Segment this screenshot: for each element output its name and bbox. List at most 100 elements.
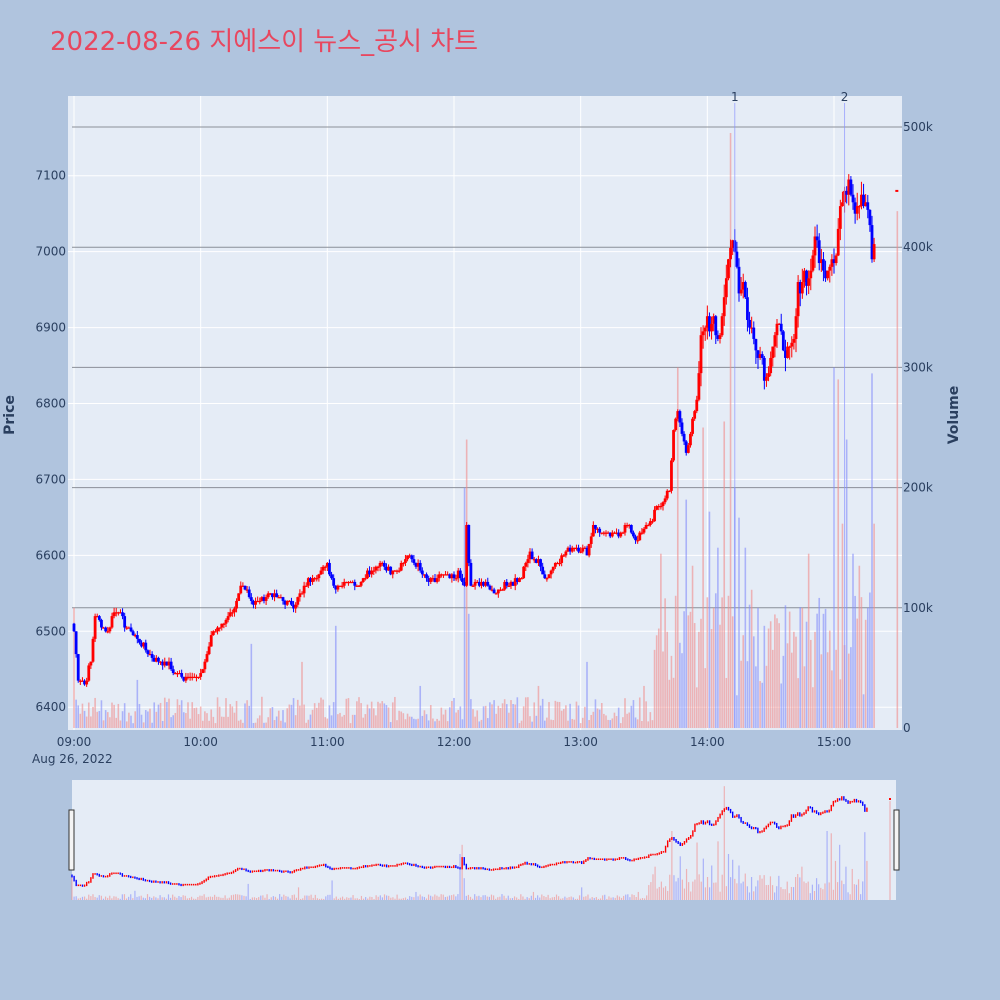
slider-volume-bar <box>180 897 182 900</box>
candle-body <box>651 521 654 523</box>
slider-volume-bar <box>679 856 681 900</box>
slider-volume-bar <box>524 898 526 900</box>
slider-volume-bar <box>629 897 631 900</box>
candle-body <box>344 581 348 584</box>
candle-body <box>786 346 789 358</box>
volume-bar <box>833 367 835 728</box>
candle-body <box>691 418 694 434</box>
candle-body <box>279 597 283 599</box>
candle-body <box>541 566 545 575</box>
volume-bar <box>136 679 139 728</box>
volume-bar <box>478 721 481 728</box>
candle-body <box>606 532 610 534</box>
volume-bar <box>596 708 599 728</box>
candle-body <box>317 574 321 579</box>
volume-bar <box>434 721 436 728</box>
volume-bar <box>744 547 747 728</box>
candle-body <box>532 559 536 561</box>
candle-body <box>408 555 412 557</box>
candle-body <box>452 574 456 579</box>
range-slider-background[interactable] <box>72 780 896 900</box>
volume-bar <box>191 702 194 728</box>
candle-body <box>465 524 469 586</box>
candle-body <box>872 244 876 260</box>
range-slider-candles <box>71 796 891 887</box>
candle-body <box>678 411 682 423</box>
candle-body <box>319 570 323 575</box>
volume-bar <box>556 701 559 728</box>
slider-volume-bar <box>662 887 665 900</box>
volume-bar <box>182 712 185 728</box>
slider-volume-bar <box>631 894 633 900</box>
candle-body <box>399 562 403 571</box>
candle-body <box>323 566 327 568</box>
volume-bar <box>284 722 286 728</box>
volume-bar <box>647 721 650 728</box>
volume-bar <box>106 712 109 728</box>
volume-bar <box>438 720 441 728</box>
volume-bar <box>178 704 181 728</box>
slider-volume-bar <box>205 897 207 900</box>
slider-volume-bar <box>532 891 535 900</box>
volume-bar <box>280 720 282 728</box>
slider-volume-bar <box>411 896 413 900</box>
candle-body <box>547 574 551 579</box>
volume-bar <box>115 717 118 728</box>
volume-bar <box>499 707 502 728</box>
slider-volume-bar <box>604 894 606 900</box>
volume-bar <box>404 719 407 728</box>
candle-body <box>577 547 580 552</box>
slider-volume-bar <box>539 897 541 900</box>
candle-body <box>866 202 870 210</box>
volume-bar <box>795 636 797 728</box>
candle-body <box>239 585 243 594</box>
candle-body <box>480 581 483 586</box>
candle-body <box>693 411 697 419</box>
volume-bar <box>510 700 512 728</box>
candle-body <box>817 240 821 264</box>
volume-bar <box>125 721 128 728</box>
slider-volume-bar <box>847 892 849 900</box>
slider-volume-bar <box>516 897 518 900</box>
volume-bar <box>706 597 709 728</box>
slider-volume-bar <box>801 866 803 900</box>
slider-volume-bar <box>115 896 117 900</box>
slider-volume-bar <box>243 895 245 900</box>
candle-body <box>97 616 101 620</box>
slider-volume-bar <box>144 898 147 900</box>
slider-volume-bar <box>753 891 755 900</box>
slider-volume-bar <box>295 897 298 900</box>
slider-volume-bar <box>727 854 730 900</box>
slider-volume-bar <box>836 882 839 900</box>
slider-volume-bar <box>224 895 226 900</box>
slider-volume-bar <box>88 894 90 900</box>
volume-bar <box>518 723 521 728</box>
candle-body <box>564 551 568 556</box>
candle-body <box>311 578 314 582</box>
candle-body <box>815 236 819 241</box>
candle-body <box>724 278 728 298</box>
volume-bar <box>814 631 816 728</box>
volume-bar <box>73 607 75 728</box>
slider-volume-bar <box>134 890 136 900</box>
volume-bar <box>807 553 810 728</box>
volume-bar <box>237 720 240 728</box>
volume-bar <box>615 716 618 728</box>
candle-body <box>201 669 205 674</box>
slider-volume-bar <box>623 895 625 900</box>
time-axis-ticks: 09:00 10:00 11:00 12:00 13:00 14:00 15:00 <box>57 735 852 749</box>
range-slider-left-handle[interactable] <box>68 809 75 871</box>
volume-bar <box>786 643 789 728</box>
range-slider-right-handle[interactable] <box>893 809 900 871</box>
volume-bar <box>149 708 151 728</box>
slider-volume-bar <box>813 891 816 900</box>
slider-volume-bar <box>300 898 302 900</box>
candle-body <box>482 581 485 586</box>
candle-body <box>790 342 794 347</box>
volume-bar <box>512 704 514 728</box>
volume-bar <box>520 720 523 728</box>
candle-body <box>391 570 395 575</box>
slider-volume-bar <box>155 897 157 900</box>
volume-bar <box>774 614 776 728</box>
volume-bar <box>752 636 755 728</box>
